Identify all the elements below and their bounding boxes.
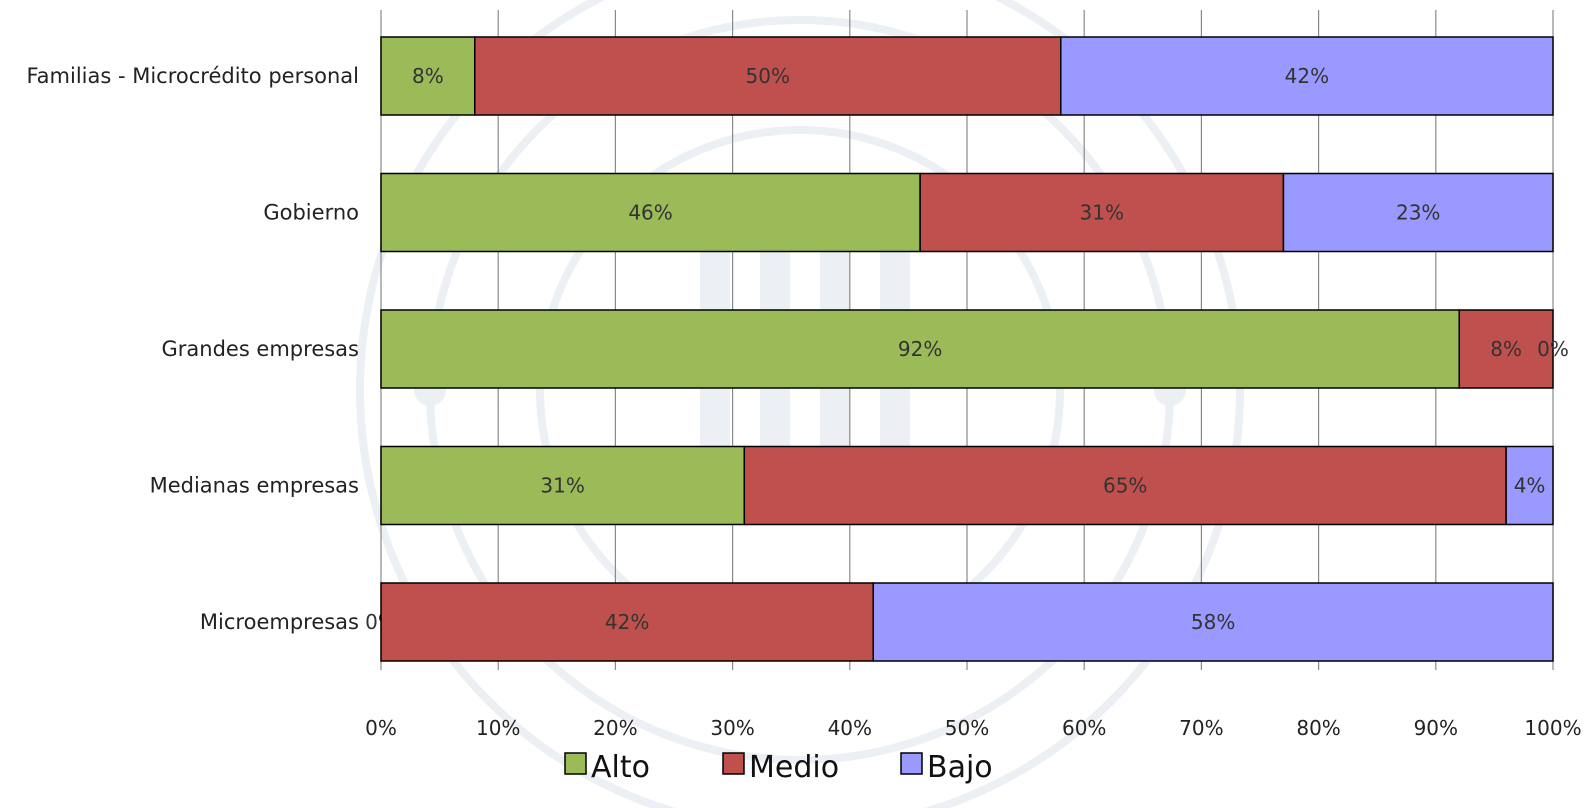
bar-segment-bajo [1505,445,1554,526]
bar-segment-alto [380,36,476,116]
data-label: 23% [1396,201,1440,225]
x-tick-label: 0% [365,716,397,740]
bar-segment-bajo [1060,36,1554,116]
category-label: Grandes empresas [161,337,359,361]
x-tick-label: 90% [1414,716,1458,740]
data-label: 42% [605,610,649,634]
x-tick-label: 10% [476,716,520,740]
data-label: 58% [1191,610,1235,634]
bar-segment-bajo [872,582,1554,662]
category-labels: Familias - Microcrédito personal Gobierno… [27,64,359,634]
x-tick-label: 60% [1062,716,1106,740]
category-label: Microempresas [200,610,359,634]
legend-item-medio: Medio [722,750,839,785]
bar-segment-bajo [1282,172,1554,253]
bar-segment-medio [474,36,1062,116]
x-tick-label: 20% [593,716,637,740]
bar-segment-alto [380,309,1460,389]
legend-label: Medio [749,750,839,785]
data-label: 4% [1514,474,1546,498]
data-label: 8% [412,64,444,88]
bar-segment-alto [380,172,921,253]
legend-swatch [900,752,923,775]
legend-swatch [722,752,745,775]
bar-segment-medio [743,445,1507,526]
legend: Alto Medio Bajo [564,750,993,785]
category-label: Gobierno [263,201,359,225]
bars: 8%50%42%46%31%23%92%8%0%31%65%4%0%42%58% [365,36,1569,662]
x-tick-label: 80% [1296,716,1340,740]
bar-segment-medio [919,172,1285,253]
data-label: 65% [1103,474,1147,498]
data-label: 42% [1285,64,1329,88]
x-tick-label: 30% [710,716,754,740]
legend-item-alto: Alto [564,750,650,785]
data-label: 0% [1537,337,1569,361]
data-label: 92% [898,337,942,361]
data-label: 31% [540,474,584,498]
data-label: 50% [746,64,790,88]
x-tick-label: 70% [1179,716,1223,740]
x-tick-label: 50% [945,716,989,740]
x-tick-label: 40% [828,716,872,740]
data-label: 8% [1490,337,1522,361]
bar-segment-medio [380,582,874,662]
bar-segment-medio [1458,309,1554,389]
x-axis-ticks: 0% 10% 20% 30% 40% 50% 60% 70% 80% 90% 100% [365,716,1581,740]
legend-label: Bajo [927,750,993,785]
category-label: Familias - Microcrédito personal [27,64,359,88]
data-label: 46% [628,201,672,225]
legend-item-bajo: Bajo [900,750,993,785]
legend-swatch [564,752,587,775]
data-label: 31% [1080,201,1124,225]
legend-label: Alto [591,750,650,785]
x-tick-label: 100% [1524,716,1581,740]
category-label: Medianas empresas [150,474,359,498]
